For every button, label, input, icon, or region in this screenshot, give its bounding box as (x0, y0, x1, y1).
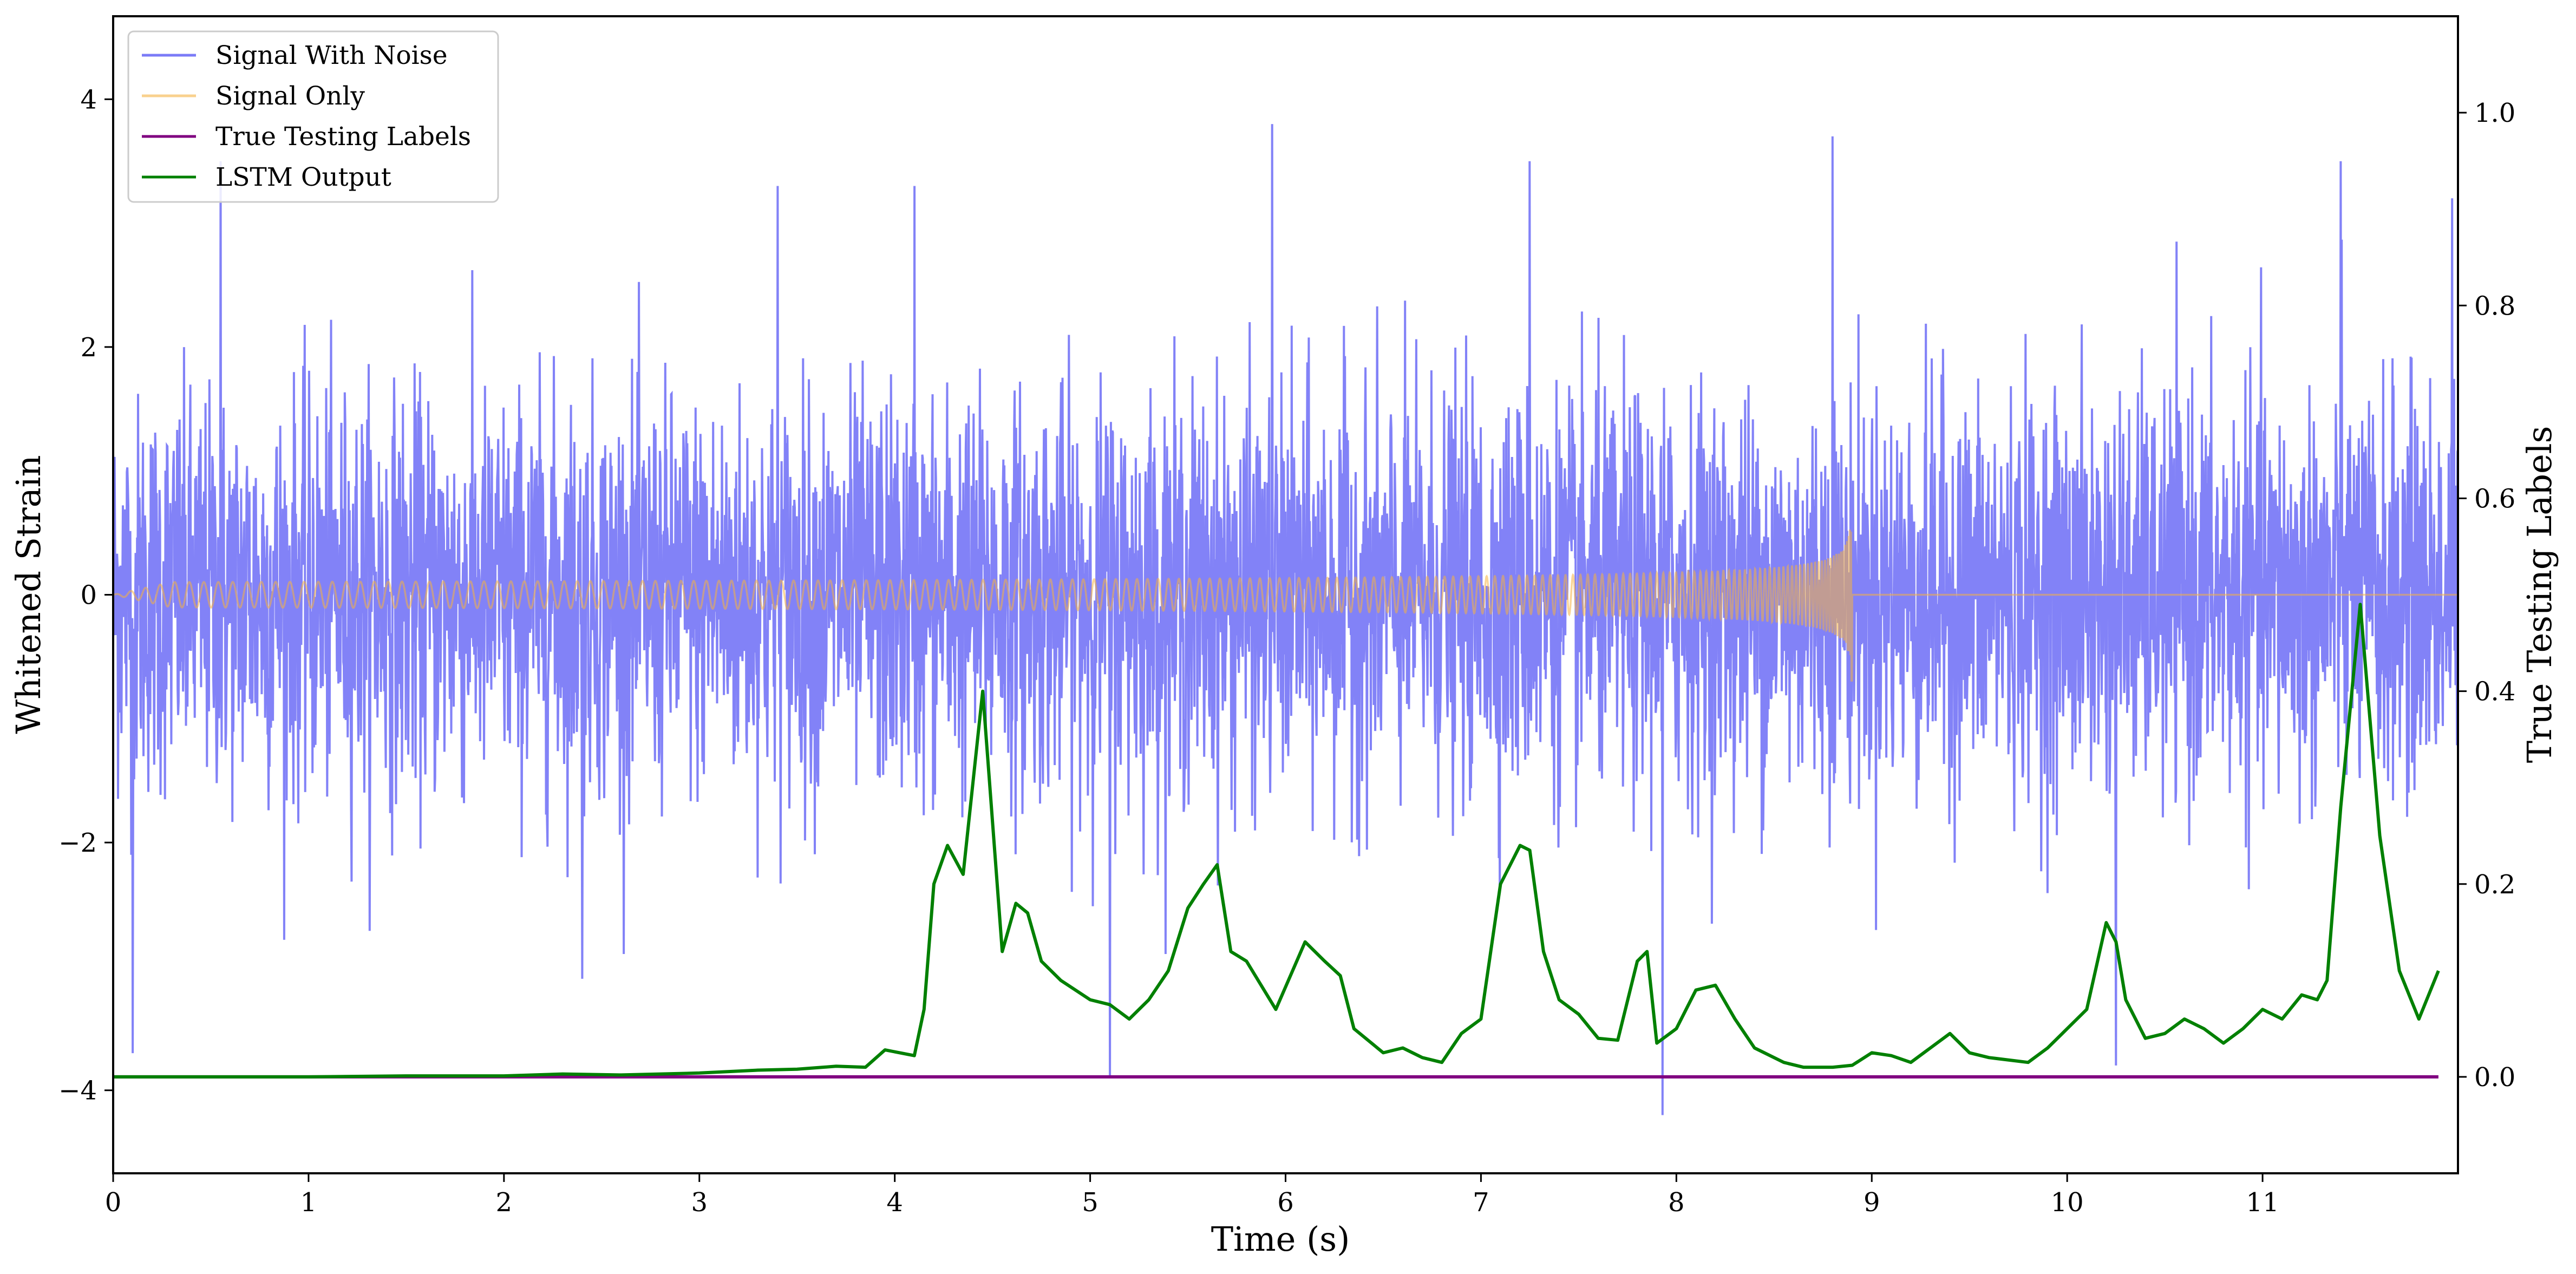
x-tick-label: 1 (300, 1187, 317, 1218)
y-axis-label: Whitened Strain (9, 455, 48, 734)
legend-label-lstm-output: LSTM Output (215, 162, 391, 192)
legend-label-true-testing-labels: True Testing Labels (215, 122, 471, 152)
y-tick-label: −2 (58, 828, 97, 858)
x-tick-label: 5 (1082, 1187, 1099, 1218)
x-tick-label: 9 (1864, 1187, 1880, 1218)
legend-label-signal-with-noise: Signal With Noise (215, 41, 448, 70)
legend-label-signal-only: Signal Only (215, 81, 365, 111)
y2-tick-label: 0.0 (2474, 1062, 2515, 1093)
x-tick-label: 2 (496, 1187, 513, 1218)
x-tick-label: 4 (886, 1187, 903, 1218)
signal-only-layer (113, 530, 2458, 682)
y-tick-label: 4 (80, 84, 97, 115)
series-signal-only (113, 530, 2458, 682)
y2-tick-label: 1.0 (2474, 98, 2515, 128)
y-tick-label: 2 (80, 332, 97, 363)
legend-box (127, 30, 499, 203)
y2-tick-label: 0.8 (2474, 291, 2515, 321)
x-tick-label: 0 (105, 1187, 122, 1218)
y2-tick-label: 0.4 (2474, 677, 2515, 707)
y2-axis-ticks: 0.0 0.2 0.4 0.6 0.8 1.0 (2458, 98, 2515, 1093)
legend: Signal With Noise Signal Only True Testi… (127, 30, 499, 203)
y-axis-ticks: −4 −2 0 2 4 (58, 84, 113, 1106)
x-tick-label: 6 (1277, 1187, 1294, 1218)
y2-tick-label: 0.2 (2474, 870, 2515, 900)
x-tick-label: 8 (1668, 1187, 1685, 1218)
signal-with-noise-layer (112, 124, 2459, 1115)
y-tick-label: −4 (58, 1076, 97, 1106)
lstm-output-layer (113, 603, 2440, 1079)
x-tick-label: 11 (2246, 1187, 2279, 1218)
x-axis-label: Time (s) (1211, 1219, 1350, 1259)
y2-axis-label: True Testing Labels (2520, 426, 2559, 763)
y-tick-label: 0 (80, 580, 97, 611)
x-tick-label: 7 (1473, 1187, 1489, 1218)
y2-tick-label: 0.6 (2474, 484, 2515, 514)
series-signal-with-noise (112, 124, 2459, 1115)
x-tick-label: 3 (691, 1187, 708, 1218)
x-axis-ticks: 0 1 2 3 4 5 6 7 8 9 10 11 (105, 1173, 2279, 1218)
x-tick-label: 10 (2051, 1187, 2084, 1218)
series-lstm-output (113, 603, 2440, 1079)
